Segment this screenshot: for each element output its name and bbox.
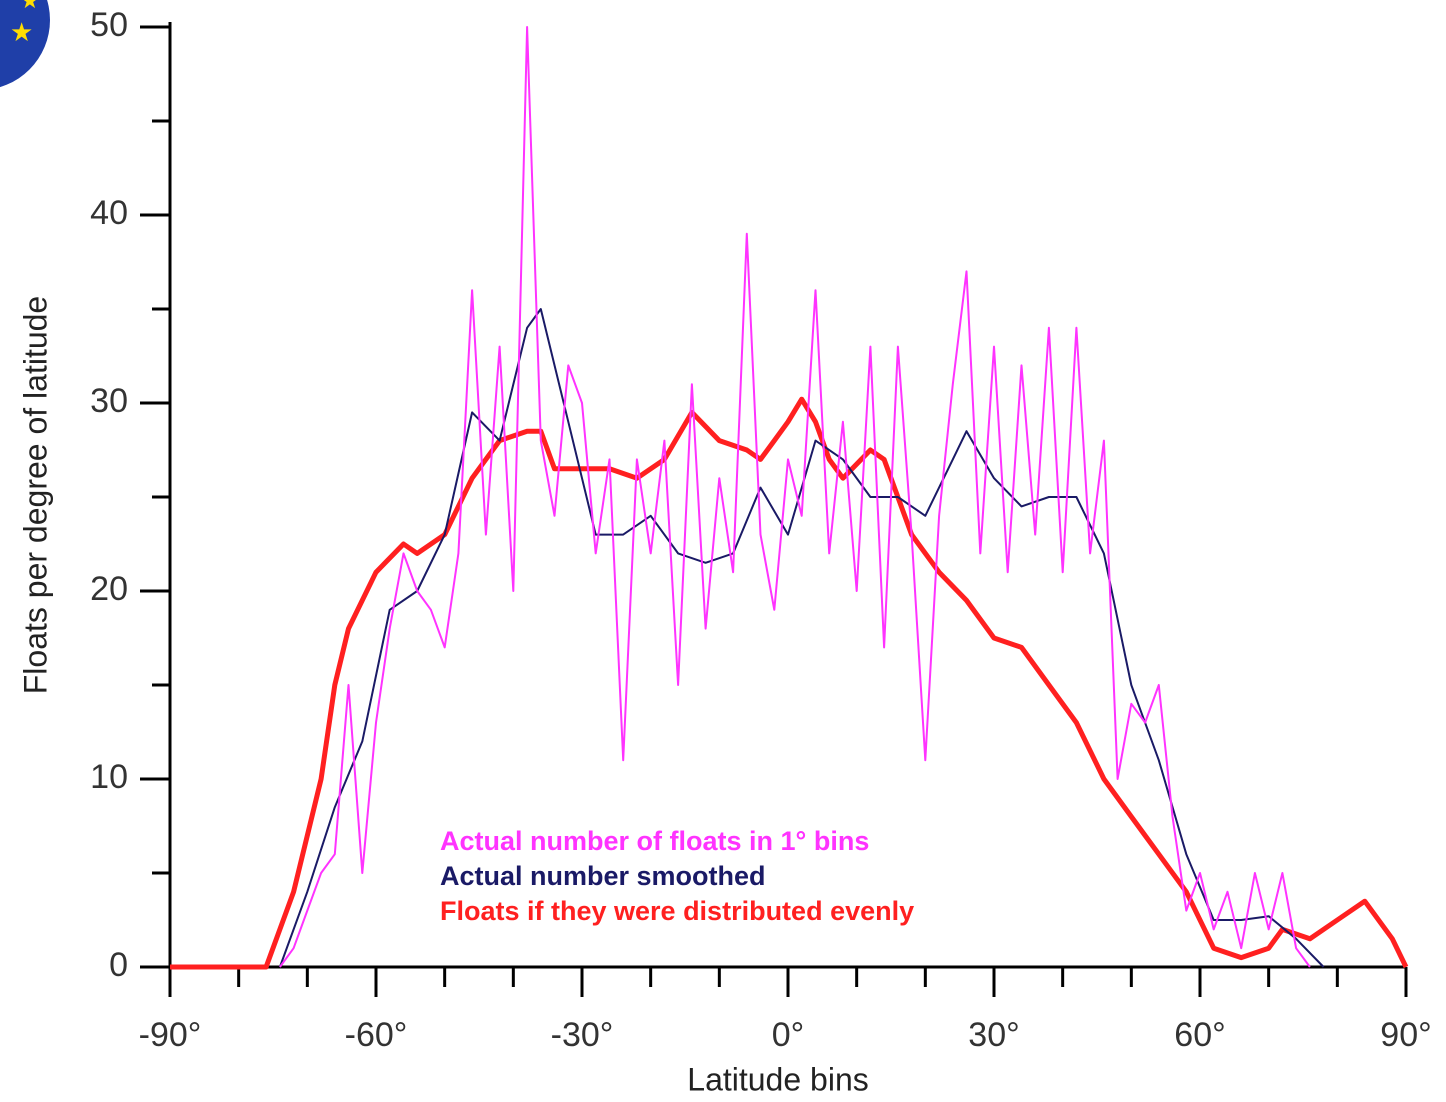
series-line [279,26,1311,968]
x-tick-label: 60° [1174,1016,1225,1054]
x-axis-label: Latitude bins [687,1061,868,1097]
y-tick-label: 0 [109,946,128,984]
legend-entry: Actual number smoothed [440,861,766,891]
y-axis-label: Floats per degree of latitude [17,296,53,694]
x-tick-label: 0° [772,1016,805,1054]
legend-entry: Floats if they were distributed evenly [440,896,914,926]
x-tick-label: 90° [1380,1016,1431,1054]
y-tick-label: 20 [90,570,128,608]
y-tick-label: 10 [90,758,128,796]
legend-entry: Actual number of floats in 1° bins [440,826,869,856]
series-line [170,396,1409,970]
x-tick-label: -30° [551,1016,614,1054]
y-tick-label: 30 [90,382,128,420]
svg-text:★: ★ [10,17,33,47]
x-tick-label: -60° [345,1016,408,1054]
y-tick-label: 50 [90,6,128,44]
x-tick-label: 30° [968,1016,1019,1054]
logo: ★ ★ [0,0,50,88]
x-tick-label: -90° [139,1016,202,1054]
svg-text:★: ★ [20,0,40,13]
y-tick-label: 40 [90,194,128,232]
